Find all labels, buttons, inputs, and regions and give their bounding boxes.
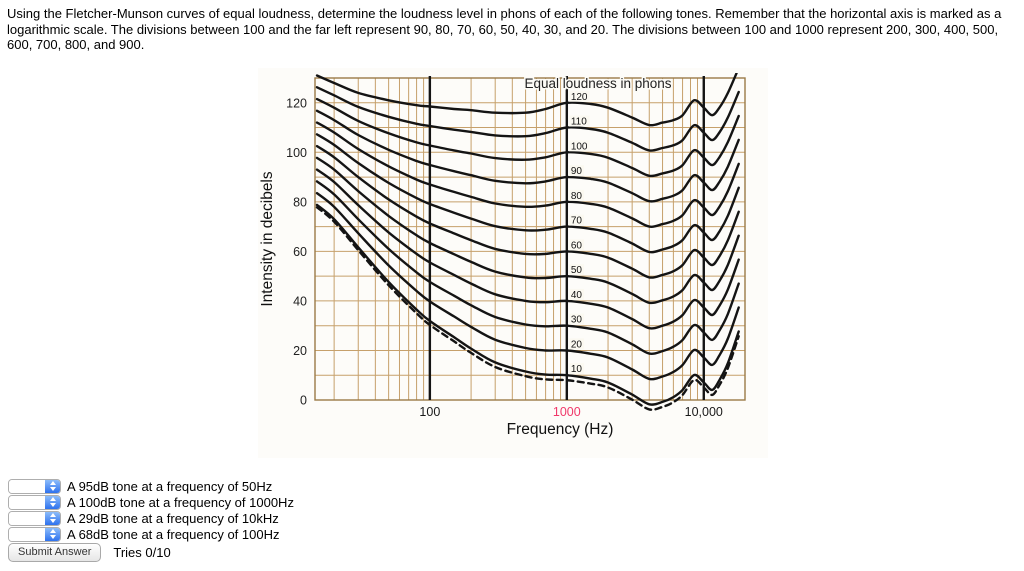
phon-curve [315,86,740,152]
answer-select-4[interactable] [8,526,61,542]
phon-label-bg [568,288,585,300]
plot-border [314,77,746,401]
phon-label: 110 [571,117,587,128]
answer-select-3[interactable] [8,510,61,526]
y-tick-label: 0 [300,394,307,408]
answer-section: A 95dB tone at a frequency of 50Hz A 100… [8,478,294,542]
chevron-down-icon [49,535,56,539]
stepper-icon[interactable] [45,511,60,525]
answer-row: A 68dB tone at a frequency of 100Hz [8,526,294,542]
x-tick-label: 10,000 [685,405,723,419]
y-tick-label: 80 [293,195,307,209]
answer-select-1[interactable] [8,478,61,494]
chevron-down-icon [49,503,56,507]
chevron-up-icon [49,529,56,533]
answer-label: A 100dB tone at a frequency of 1000Hz [67,494,294,510]
phon-label-bg [568,214,585,226]
chevron-up-icon [49,497,56,501]
chevron-down-icon [49,487,56,491]
phon-label-bg [568,264,585,276]
answer-row: A 95dB tone at a frequency of 50Hz [8,478,294,494]
phon-label: 30 [571,315,583,326]
phon-curve [315,121,740,229]
y-tick-label: 100 [286,146,307,160]
phon-label: 80 [571,191,583,202]
answer-label: A 95dB tone at a frequency of 50Hz [67,478,273,494]
phon-curve [315,109,740,203]
answer-row: A 100dB tone at a frequency of 1000Hz [8,494,294,510]
phon-curve [315,192,740,381]
phon-curve [315,144,740,279]
chart-title: Equal loudness in phons [524,76,671,91]
y-tick-label: 60 [293,245,307,259]
answer-label: A 68dB tone at a frequency of 100Hz [67,526,280,542]
fletcher-munson-chart: 120 110 100 90 80 70 60 50 40 30 20 10 0 20 40 60 80 100 1… [258,68,768,458]
y-tick-label: 40 [293,294,307,308]
x-tick-label: 1000 [553,405,581,419]
submit-answer-button[interactable]: Submit Answer [8,543,102,562]
phon-label-bg [568,189,585,201]
phon-curve [315,180,740,356]
phon-label: 20 [571,339,583,350]
answer-label: A 29dB tone at a frequency of 10kHz [67,510,279,526]
phon-label-bg [568,140,590,152]
equal-loudness-svg: 1201101009080706050403020100204060801001… [259,73,746,438]
phon-label: 60 [571,240,583,251]
phon-curve [315,168,740,330]
select-value[interactable] [9,479,45,493]
phon-label: 50 [571,265,583,276]
y-tick-label: 20 [293,344,307,358]
chevron-up-icon [49,513,56,517]
phon-label: 70 [571,216,583,227]
phon-label-bg [568,239,585,251]
answer-select-2[interactable] [8,494,61,510]
stepper-icon[interactable] [45,479,60,493]
phon-label-bg [568,338,585,350]
phon-label-bg [568,363,585,375]
chevron-up-icon [49,481,56,485]
phon-label-bg [568,90,590,102]
chevron-down-icon [49,519,56,523]
phon-label-bg [568,165,585,177]
tries-counter: Tries 0/10 [113,545,171,560]
phon-label: 10 [571,364,583,375]
phon-label: 40 [571,290,583,301]
phon-label: 90 [571,166,583,177]
select-value[interactable] [9,527,45,541]
select-value[interactable] [9,511,45,525]
x-tick-label: 100 [419,405,440,419]
submit-row: Submit Answer Tries 0/10 [8,543,171,562]
select-value[interactable] [9,495,45,509]
question-text: Using the Fletcher-Munson curves of equa… [7,6,1002,52]
y-tick-label: 120 [286,96,307,110]
answer-row: A 29dB tone at a frequency of 10kHz [8,510,294,526]
stepper-icon[interactable] [45,527,60,541]
x-axis-label: Frequency (Hz) [507,421,614,438]
curves-group [315,73,740,411]
phon-label-bg [568,115,590,127]
phon-curve [315,97,740,178]
phon-label: 100 [571,141,588,152]
phon-label-bg [568,313,585,325]
phon-label: 120 [571,92,588,103]
y-axis-label: Intensity in decibels [259,171,276,307]
phon-curve [315,203,740,406]
stepper-icon[interactable] [45,495,60,509]
phon-curve [315,133,740,254]
threshold-curve [315,206,740,411]
phon-curve [315,73,738,127]
phon-curve [315,156,740,305]
